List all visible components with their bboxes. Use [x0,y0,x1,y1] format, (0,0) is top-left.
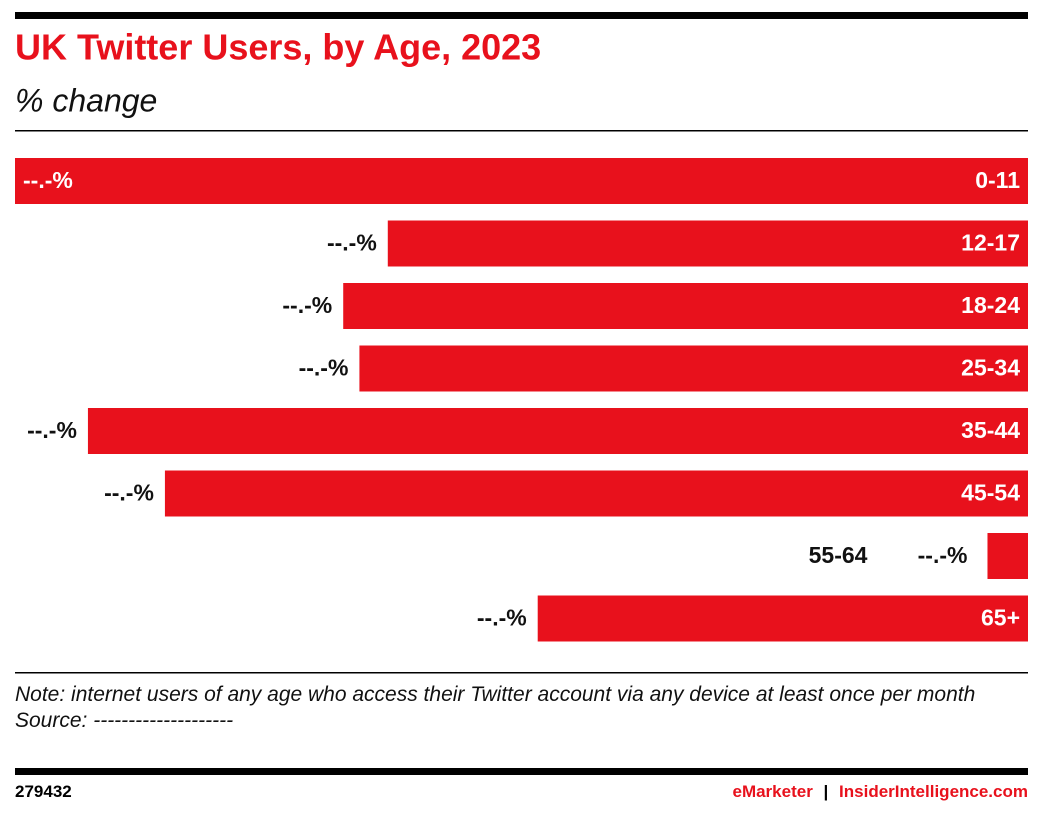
bar [87,408,1029,454]
bottom-rule [15,768,1028,775]
value-label: --.-% [477,605,527,631]
value-label: --.-% [327,230,377,256]
value-label: --.-% [299,355,349,381]
category-label: 55-64 [809,542,868,568]
value-label: --.-% [918,542,968,568]
value-label: --.-% [282,292,332,318]
bar [387,220,1028,267]
chart-id: 279432 [15,782,72,801]
bar [987,533,1028,579]
bar [343,283,1028,329]
category-label: 65+ [981,605,1020,631]
value-label: --.-% [104,480,154,506]
chart-subtitle: % change [15,82,157,118]
bar [359,345,1028,392]
chart-title: UK Twitter Users, by Age, 2023 [15,27,541,68]
brand-line: eMarketer | InsiderIntelligence.com [732,782,1028,802]
separator: | [823,782,829,801]
bar [15,158,1028,204]
header-rule [15,130,1028,132]
footer-rule [15,672,1028,674]
category-label: 25-34 [961,355,1020,381]
footnote: Note: internet users of any age who acce… [15,682,1030,734]
brand: eMarketer [732,782,813,801]
top-rule [15,12,1028,19]
category-label: 12-17 [961,230,1020,256]
bar [164,470,1028,517]
category-label: 45-54 [961,480,1020,506]
value-label: --.-% [27,417,77,443]
value-label: --.-% [23,167,73,193]
note: Note: internet users of any age who acce… [15,683,976,706]
category-label: 18-24 [961,292,1020,318]
site: InsiderIntelligence.com [839,782,1028,801]
bar [537,595,1028,642]
category-label: 0-11 [975,167,1020,193]
source: Source: -------------------- [15,709,234,732]
category-label: 35-44 [961,417,1020,443]
